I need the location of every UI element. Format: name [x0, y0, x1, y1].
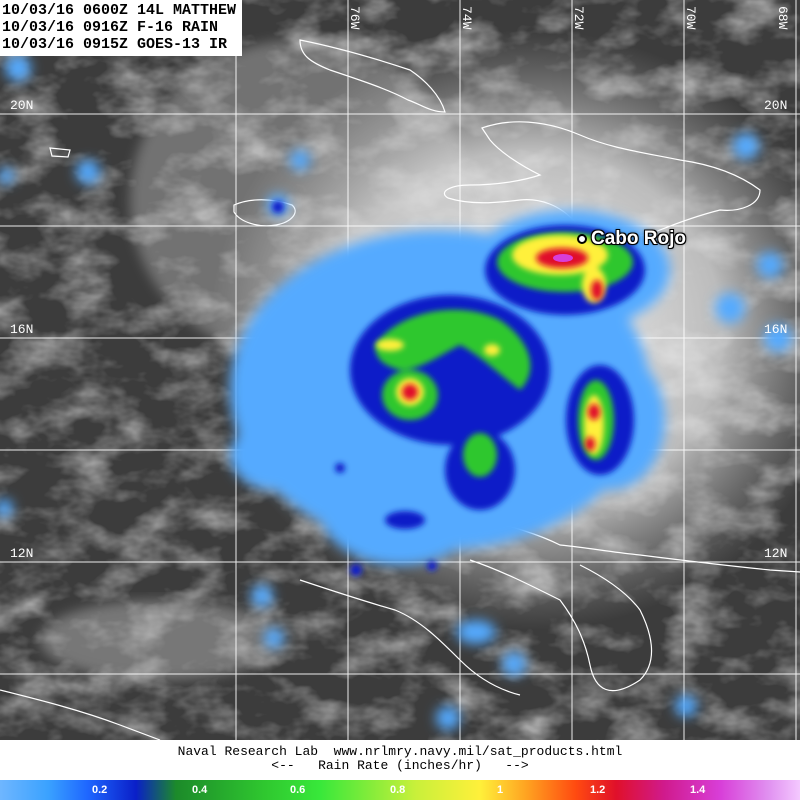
rain-peak-ne — [553, 254, 573, 262]
jamaica-coast — [233, 199, 296, 227]
rain-field — [0, 55, 792, 730]
panama-coast — [0, 689, 161, 740]
location-dot-icon — [577, 234, 587, 244]
lat-label-20n-right: 20N — [764, 98, 788, 113]
low-cloud-patch — [40, 600, 280, 680]
lat-label-12n-left: 12N — [10, 546, 34, 561]
colorbar-tick-0-6: 0.6 — [290, 784, 306, 796]
lat-label-16n-left: 16N — [10, 322, 34, 337]
lat-label-12n-right: 12N — [764, 546, 788, 561]
colorbar-title: <-- Rain Rate (inches/hr) --> — [271, 758, 529, 773]
colorbar-tick-1-4: 1.4 — [690, 784, 706, 796]
header-line-2: 10/03/16 0916Z F-16 RAIN — [2, 19, 219, 36]
rain-heavy-s — [463, 433, 497, 477]
rain-light-w — [230, 420, 320, 490]
colorbar-tick-1-2: 1.2 — [590, 784, 606, 796]
lon-label-76w: 76W — [347, 6, 362, 30]
cay-islet — [49, 147, 71, 158]
credit-footer: Naval Research Lab www.nrlmry.navy.mil/s… — [0, 740, 800, 780]
product-header: 10/03/16 0600Z 14L MATTHEW 10/03/16 0916… — [0, 0, 243, 56]
lon-label-72w: 72W — [571, 6, 586, 30]
lon-label-68w: 68W — [775, 6, 790, 30]
header-line-3: 10/03/16 0915Z GOES-13 IR — [2, 36, 228, 53]
rain-light-s — [320, 455, 480, 565]
lon-label-70w: 70W — [683, 6, 698, 30]
lake-maracaibo-coast — [469, 559, 653, 692]
rain-rate-colorbar: 0.2 0.4 0.6 0.8 1 1.2 1.4 — [0, 780, 800, 800]
cuba-coast — [299, 39, 446, 113]
lon-label-74w: 74W — [459, 6, 474, 30]
lat-label-16n-right: 16N — [764, 322, 788, 337]
lat-label-20n-left: 20N — [10, 98, 34, 113]
colombia-coast — [299, 579, 521, 696]
header-line-1: 10/03/16 0600Z 14L MATTHEW — [2, 2, 237, 19]
colorbar-tick-1: 1 — [497, 784, 504, 796]
cabo-rojo-marker: Cabo Rojo — [577, 228, 686, 250]
rain-heavy-arc — [375, 309, 531, 390]
credit-line-1: Naval Research Lab www.nrlmry.navy.mil/s… — [177, 744, 623, 759]
colorbar-tick-0-8: 0.8 — [390, 784, 406, 796]
place-label-cabo-rojo: Cabo Rojo — [591, 228, 686, 249]
colorbar-tick-0-2: 0.2 — [92, 784, 108, 796]
colorbar-tick-0-4: 0.4 — [192, 784, 208, 796]
satellite-rain-map — [0, 0, 800, 740]
